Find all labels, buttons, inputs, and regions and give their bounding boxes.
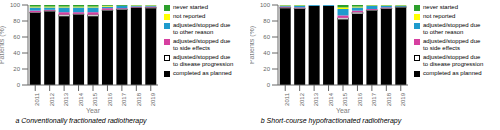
svg-text:100: 100	[260, 2, 271, 8]
html-text:adjusted/stopped due to diseas: adjusted/stopped due to disease progress…	[173, 54, 234, 67]
html-text:not reported: not reported	[173, 13, 206, 19]
svg-text:80: 80	[13, 18, 20, 24]
svg-text:2012: 2012	[49, 92, 55, 106]
svg-text:2019: 2019	[400, 92, 406, 106]
svg-text:80: 80	[263, 18, 270, 24]
html-text:adjusted/stopped due to other: adjusted/stopped due to other reason	[173, 22, 231, 35]
html-text:a Conventionally fractionated: a Conventionally fractionated radiothera…	[15, 117, 147, 124]
svg-text:2017: 2017	[371, 92, 377, 106]
svg-text:Year: Year	[336, 107, 351, 113]
svg-text:2018: 2018	[386, 92, 392, 106]
svg-text:60: 60	[13, 34, 20, 40]
html-text:completed as planned: completed as planned	[423, 70, 482, 76]
svg-text:2017: 2017	[121, 92, 127, 106]
svg-text:2019: 2019	[150, 92, 156, 106]
svg-text:2015: 2015	[342, 92, 348, 106]
svg-text:0: 0	[267, 82, 271, 88]
html-text:adjusted/stopped due to side e: adjusted/stopped due to side effects	[173, 38, 231, 51]
html-text:adjusted/stopped due to side e: adjusted/stopped due to side effects	[423, 38, 481, 51]
svg-text:Year: Year	[86, 107, 101, 113]
svg-text:40: 40	[263, 50, 270, 56]
svg-text:2011: 2011	[34, 92, 40, 106]
html-text:never started: never started	[423, 4, 458, 10]
svg-text:2012: 2012	[299, 92, 305, 106]
svg-text:2016: 2016	[107, 92, 113, 106]
html-text:completed as planned: completed as planned	[173, 70, 232, 76]
svg-text:2014: 2014	[78, 92, 84, 106]
svg-text:2015: 2015	[92, 92, 98, 106]
svg-text:20: 20	[263, 66, 270, 72]
svg-text:2013: 2013	[313, 92, 319, 106]
svg-text:40: 40	[13, 50, 20, 56]
html-text:b Short-course hypofractionate: b Short-course hypofractionated radiothe…	[260, 117, 402, 124]
svg-text:60: 60	[263, 34, 270, 40]
html-text:not reported: not reported	[423, 13, 456, 19]
html-text:adjusted/stopped due to diseas: adjusted/stopped due to disease progress…	[423, 54, 484, 67]
svg-text:2013: 2013	[63, 92, 69, 106]
svg-text:20: 20	[13, 66, 20, 72]
svg-text:2018: 2018	[136, 92, 142, 106]
svg-text:2011: 2011	[284, 92, 290, 106]
svg-text:100: 100	[10, 2, 21, 8]
html-text:never started: never started	[173, 4, 208, 10]
svg-text:0: 0	[17, 82, 21, 88]
svg-text:Patients (%): Patients (%)	[250, 26, 256, 64]
html-text:adjusted/stopped due to other: adjusted/stopped due to other reason	[423, 22, 481, 35]
svg-text:2014: 2014	[328, 92, 334, 106]
svg-text:2016: 2016	[357, 92, 363, 106]
